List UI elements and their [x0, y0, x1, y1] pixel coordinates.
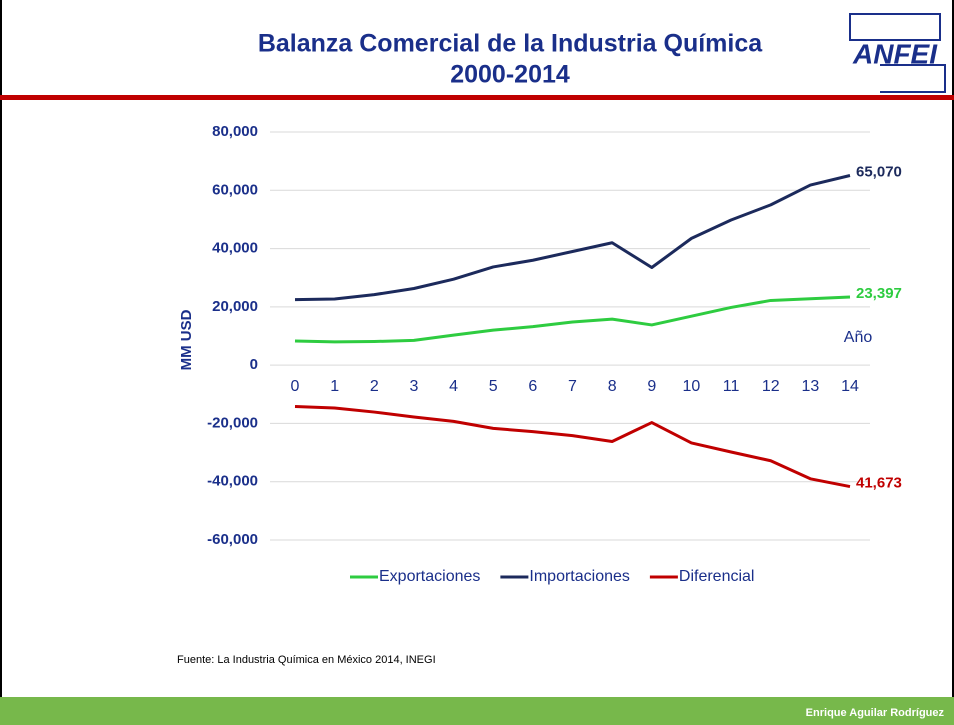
x-tick-label: 2 — [370, 378, 379, 395]
x-tick-label: 5 — [489, 378, 498, 395]
y-tick-label: 60,000 — [212, 181, 258, 198]
legend-label: Diferencial — [679, 568, 755, 585]
x-tick-label: 3 — [409, 378, 418, 395]
x-tick-label: 9 — [647, 378, 656, 395]
x-tick-label: 10 — [683, 378, 701, 395]
x-tick-label: 6 — [528, 378, 537, 395]
logo-text: ANFEI — [852, 38, 938, 69]
x-tick-label: 13 — [801, 378, 819, 395]
x-tick-label: 4 — [449, 378, 458, 395]
source: Fuente: La Industria Química en México 2… — [177, 654, 436, 666]
legend-label: Importaciones — [529, 568, 630, 585]
x-tick-label: 8 — [608, 378, 617, 395]
subtitle: 2000-2014 — [450, 61, 570, 89]
y-tick-label: 80,000 — [212, 123, 258, 140]
header-rule — [0, 95, 954, 100]
value-label: 23,397 — [856, 285, 902, 302]
y-tick-label: -20,000 — [207, 414, 258, 431]
y-axis-label: MM USD — [178, 309, 195, 370]
logo: ANFEI — [849, 13, 946, 93]
footer — [0, 697, 954, 725]
x-tick-label: 12 — [762, 378, 780, 395]
x-tick-label: 1 — [330, 378, 339, 395]
y-tick-label: 0 — [250, 356, 258, 373]
y-tick-label: 20,000 — [212, 298, 258, 315]
value-label: 41,673 — [856, 475, 902, 492]
x-tick-label: 11 — [723, 378, 740, 395]
logo-frame — [849, 13, 946, 93]
x-axis-label: Año — [844, 329, 873, 346]
line — [294, 405, 851, 489]
title: Balanza Comercial de la Industria Químic… — [258, 30, 763, 58]
x-tick-label: 0 — [291, 378, 300, 395]
y-tick-label: -60,000 — [207, 531, 258, 548]
author: Enrique Aguilar Rodríguez — [806, 707, 945, 719]
value-label: 65,070 — [856, 163, 902, 180]
y-tick-label: 40,000 — [212, 240, 258, 257]
y-tick-label: -40,000 — [207, 473, 258, 490]
x-tick-label: 14 — [841, 378, 859, 395]
line — [294, 295, 851, 344]
line — [294, 174, 851, 302]
legend-label: Exportaciones — [379, 568, 480, 585]
x-tick-label: 7 — [568, 378, 577, 395]
